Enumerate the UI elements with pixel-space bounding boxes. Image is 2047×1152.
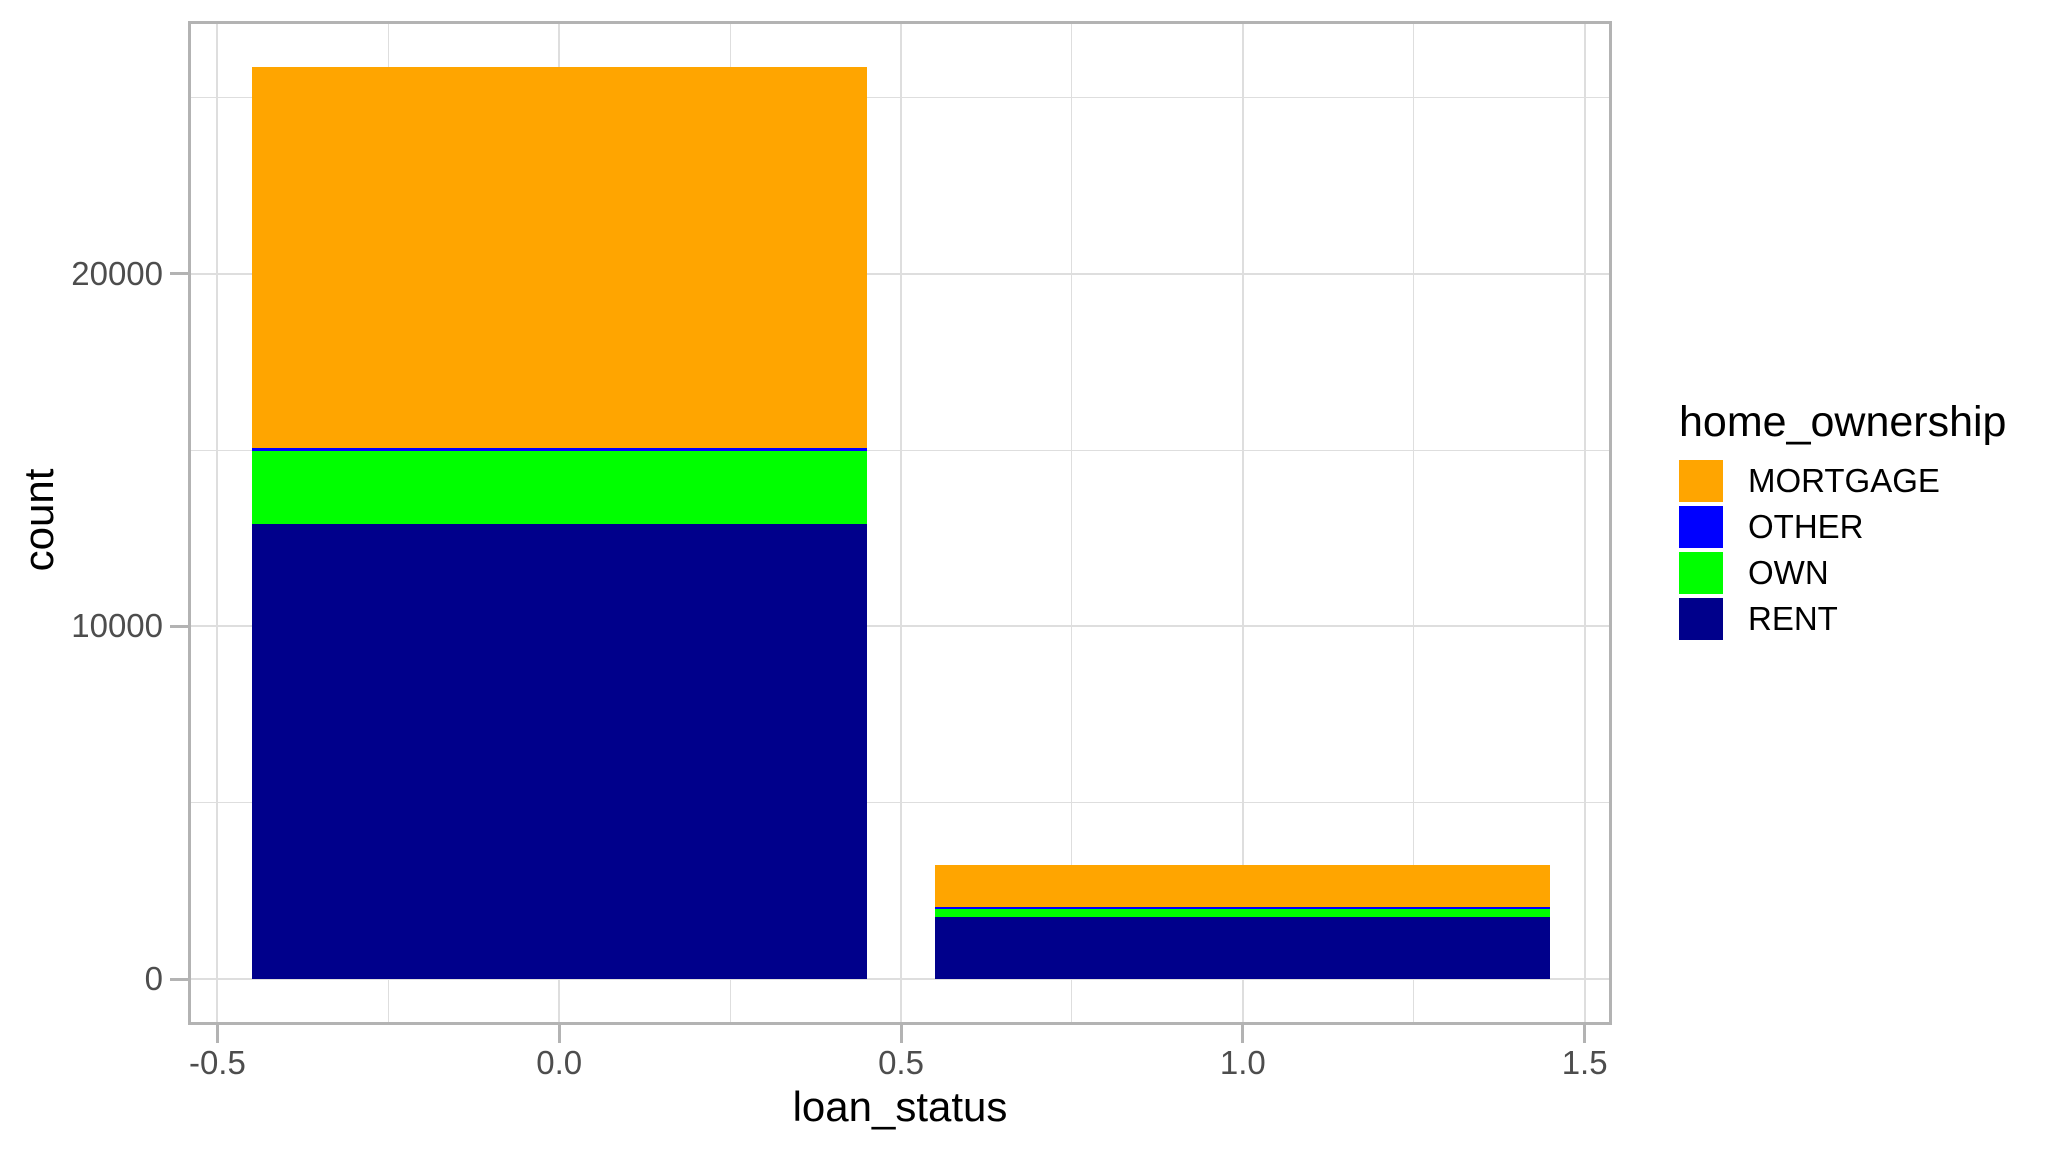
legend-items: MORTGAGE OTHER OWN RENT — [1679, 460, 2006, 640]
x-tick-label: 0.5 — [878, 1044, 924, 1081]
y-tick-mark — [170, 272, 188, 276]
gridline-major — [1583, 21, 1586, 1025]
legend-entry-label: RENT — [1748, 600, 1838, 637]
x-tick-label: 1.5 — [1561, 1044, 1608, 1081]
x-tick-label: -0.5 — [188, 1044, 246, 1081]
x-tick-mark — [899, 1025, 903, 1043]
x-tick-mark — [215, 1025, 219, 1043]
gridline-minor — [1413, 21, 1415, 1025]
legend-entry-label: OTHER — [1748, 508, 1864, 545]
y-tick-label: 0 — [144, 960, 163, 998]
gridline-minor — [188, 96, 1612, 98]
bar-segment-rent — [935, 916, 1551, 980]
bar-segment-rent — [251, 523, 867, 980]
x-tick-mark — [1241, 1025, 1245, 1043]
bar-segment-mortgage — [935, 865, 1551, 908]
plot-panel — [188, 21, 1612, 1025]
legend-swatch-mortgage — [1679, 460, 1723, 502]
bar-segment-own — [935, 907, 1551, 917]
gridline-major — [216, 21, 219, 1025]
y-tick-mark — [170, 624, 188, 628]
x-tick-mark — [557, 1025, 561, 1043]
gridline-minor — [1071, 21, 1073, 1025]
legend-entry: OTHER — [1679, 506, 2006, 548]
gridline-major — [188, 272, 1612, 275]
legend-swatch-own — [1679, 552, 1723, 594]
legend: home_ownership MORTGAGE OTHER OWN RENT — [1679, 397, 2006, 644]
legend-entry: RENT — [1679, 598, 2006, 640]
legend-swatch-other — [1679, 506, 1723, 548]
bar-segment-other — [935, 907, 1551, 910]
legend-entry: OWN — [1679, 552, 2006, 594]
bar-segment-other — [251, 448, 867, 452]
y-tick-label: 10000 — [71, 607, 163, 645]
legend-entry-label: OWN — [1748, 554, 1829, 591]
y-axis-title: count — [15, 468, 62, 572]
gridline-minor — [188, 449, 1612, 451]
legend-title: home_ownership — [1679, 398, 2007, 446]
x-axis-title: loan_status — [792, 1083, 1008, 1130]
legend-entry: MORTGAGE — [1679, 460, 2006, 502]
gridline-major — [1241, 21, 1244, 1025]
gridline-major — [188, 625, 1612, 628]
x-tick-label: 1.0 — [1219, 1044, 1266, 1081]
gridline-major — [188, 978, 1612, 981]
legend-swatch-rent — [1679, 598, 1723, 640]
y-tick-label: 20000 — [71, 254, 163, 292]
legend-entry-label: MORTGAGE — [1748, 462, 1940, 499]
bar-segment-mortgage — [251, 66, 867, 449]
gridline-minor — [188, 802, 1612, 804]
y-tick-mark — [170, 977, 188, 981]
x-tick-mark — [1583, 1025, 1587, 1043]
x-tick-label: 0.0 — [536, 1044, 583, 1081]
gridline-major — [900, 21, 903, 1025]
bar-segment-own — [251, 451, 867, 524]
